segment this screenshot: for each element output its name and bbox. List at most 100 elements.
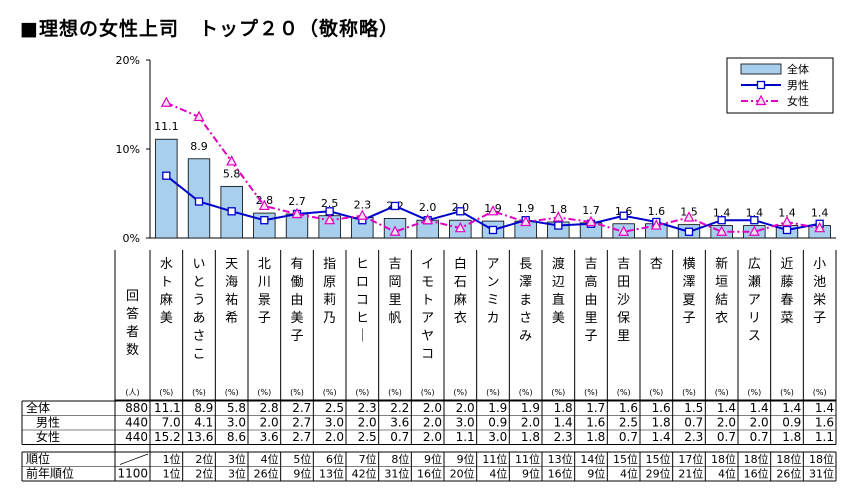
category-label: 春 [780,293,793,308]
respondent-header: 数 [126,343,139,358]
rank-value: 4位 [489,467,507,481]
category-label: 沙 [617,293,630,308]
female-point [356,209,368,220]
table-cells: 水ト麻美(%)いとうあさこ(%)天海祐希(%)北川景子(%)有働由美子(%)指原… [26,256,834,481]
row-value: 3.6 [260,430,279,444]
row-value: 3.0 [488,430,507,444]
row-value: 1.4 [554,416,573,430]
female-point [683,211,695,222]
female-point [193,110,205,122]
category-label: 天 [225,257,238,272]
category-label: 岡 [388,275,401,290]
row-value: 1.4 [652,430,671,444]
female-point [487,205,499,216]
rank-value: 11位 [482,452,507,466]
row-value: 2.0 [521,416,540,430]
unit-label: (%) [486,388,500,397]
category-label: 子 [258,311,271,326]
rank-value: 14位 [580,452,605,466]
unit-label: (%) [323,388,337,397]
bar-data-label: 11.1 [154,120,179,133]
rank-value: 42位 [352,467,377,481]
category-label: ン [486,275,499,290]
category-label: と [192,275,205,290]
row-value: 1.4 [717,401,736,415]
bar-labels-layer: 11.18.95.82.82.72.52.32.22.02.01.91.91.8… [154,120,828,219]
respondent-header: 者 [126,325,139,340]
legend-marker-male [756,80,766,90]
category-label: 辺 [552,275,565,290]
legend-label: 全体 [787,62,809,76]
bar-data-label: 1.9 [517,202,535,215]
category-label: 原 [323,275,336,290]
rank-value: 26位 [776,467,801,481]
rank-value: 18位 [776,452,801,466]
rank-value: 29位 [646,467,671,481]
female-point [618,225,630,236]
category-label: 子 [584,329,597,344]
rank-value: 17位 [678,452,703,466]
category-label: 働 [290,275,303,290]
row-value: 2.7 [292,401,311,415]
bar-data-label: 1.6 [648,205,666,218]
unit-label: (%) [388,388,402,397]
category-label: 里 [388,293,401,308]
row-value: 2.0 [423,401,442,415]
category-label: 新 [715,256,728,272]
category-label: ア [421,311,434,326]
unit-label: (%) [649,388,663,397]
category-label: 吉 [584,257,597,272]
female-point [258,199,270,211]
rank-value: 13位 [548,452,573,466]
female-point [422,213,434,225]
category-label: 川 [258,275,271,290]
bar-data-label: 2.7 [288,195,306,208]
category-label: 麻 [160,293,173,308]
male-point [456,207,465,216]
respondent-header: 答 [126,306,139,322]
category-label: コ [421,347,434,362]
row-count: 880 [125,401,148,415]
female-point [454,221,466,233]
unit-label: (%) [355,388,369,397]
rank-value: 11位 [515,452,540,466]
rank-value: 8位 [391,452,409,466]
unit-label: (%) [551,388,565,397]
category-label: 結 [715,293,728,308]
bar-data-label: 1.4 [713,207,731,220]
category-label: 直 [552,293,565,308]
row-value: 2.5 [325,401,344,415]
rank-value: 18位 [711,452,736,466]
category-label: 里 [584,311,597,326]
category-label: さ [192,329,205,344]
rank-value: 4位 [718,467,736,481]
category-label: 長 [519,257,532,272]
rank-value: 16位 [744,467,769,481]
y-tick-label: 10% [116,143,140,156]
legend-swatch-all [740,63,782,75]
female-point [552,211,564,222]
category-label: さ [519,311,532,326]
row-value: 1.6 [619,401,638,415]
row-value: 2.0 [750,416,769,430]
category-label: 北 [258,257,271,272]
row-value: 1.8 [554,401,573,415]
rank-value: 3位 [228,467,246,481]
category-label: 衣 [715,310,728,326]
rank-value: 15位 [613,452,638,466]
female-point [324,213,336,225]
row-value: 1.6 [586,416,605,430]
category-label: 里 [617,329,630,344]
row-value: 5.8 [227,401,246,415]
row-value: 2.0 [358,416,377,430]
female-point [585,215,597,227]
row-value: 2.7 [292,416,311,430]
female-point [781,215,793,227]
rank-value: 31位 [384,467,409,481]
category-label: 美 [552,311,565,326]
rank-value: 16位 [548,467,573,481]
rank-value: 9位 [424,452,442,466]
row-value: 0.7 [717,430,736,444]
row-value: 1.4 [750,401,769,415]
